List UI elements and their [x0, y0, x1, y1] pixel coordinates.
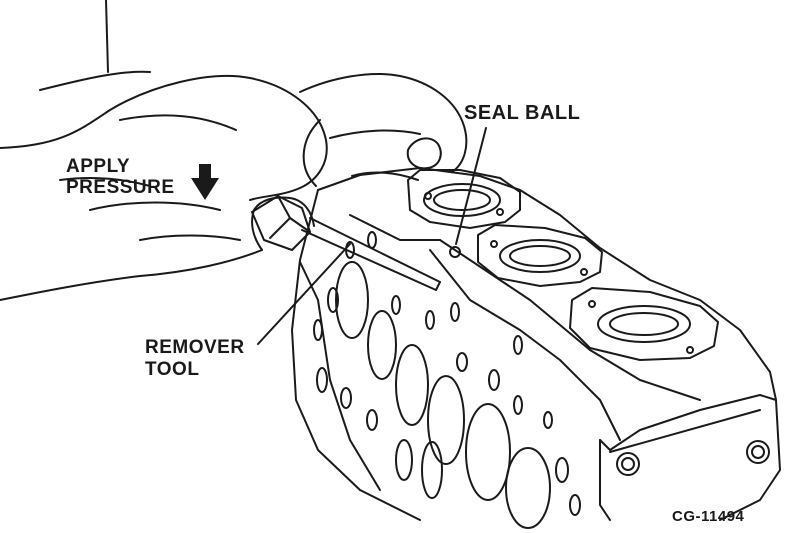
left-hand	[0, 70, 328, 301]
wall-line	[105, 0, 109, 73]
seal-ball	[449, 246, 461, 258]
remover-tool-leader	[257, 243, 351, 345]
remover-tool	[251, 195, 441, 291]
figure-code: CG-11494	[672, 508, 745, 525]
apply-label: APPLY	[66, 156, 131, 177]
seal-ball-label: SEAL BALL	[464, 102, 581, 124]
down-arrow-icon	[191, 164, 219, 200]
seal-ball-leader	[455, 127, 487, 245]
tool-label: TOOL	[145, 359, 200, 380]
remover-label: REMOVER	[145, 337, 245, 358]
right-hand	[299, 73, 468, 187]
pressure-label: PRESSURE	[66, 177, 175, 198]
cylinder-head	[291, 167, 781, 529]
port-flanges	[407, 169, 719, 361]
